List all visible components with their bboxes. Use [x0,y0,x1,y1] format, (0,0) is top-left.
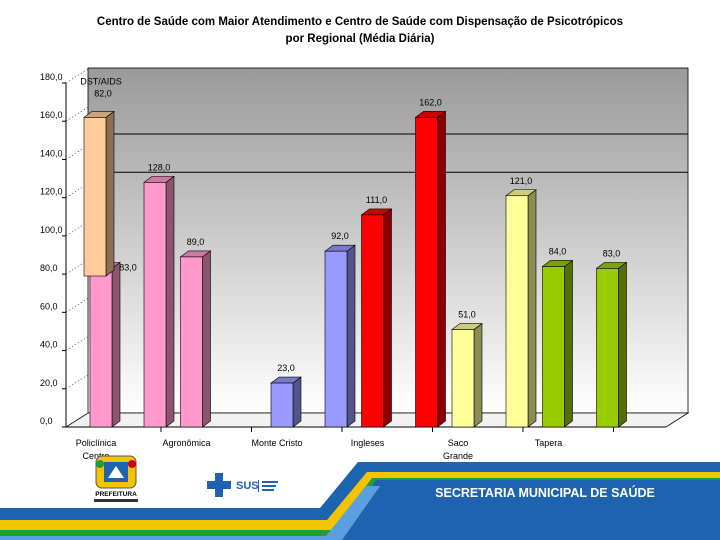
y-gridline [65,412,89,428]
data-label: 83,0 [603,248,621,258]
y-tick-label: 160,0 [40,110,63,120]
y-tick-label: 80,0 [40,263,58,273]
bar [414,110,447,428]
sus-logo: SUS [207,473,278,497]
bar [541,259,574,428]
y-tick-label: 140,0 [40,148,63,158]
bar-front [415,117,438,428]
sus-label: SUS [236,480,259,492]
y-gridline [65,298,89,313]
data-label: 92,0 [331,231,349,241]
footer-stripe-light [0,486,380,540]
data-label: 51,0 [458,310,476,320]
bar [360,208,393,428]
y-gridline [65,374,89,390]
y-gridline [65,106,89,122]
bar-front [270,382,294,428]
data-label: 84,0 [549,246,567,256]
footer-stripe-blue [0,462,720,520]
bar-front [542,266,565,428]
y-tick-label: 120,0 [40,187,63,197]
y-axis: 0,0 20,0 40,0 60,0 80,0 100,0 120,0 140,0 160,0 1… [40,68,89,428]
x-tick-label: Saco [448,438,469,448]
bar-side [202,250,211,428]
bar-front [324,250,348,428]
x-tick-label: Agronômica [162,438,210,448]
data-label: 89,0 [187,237,205,247]
data-label: 23,0 [277,363,295,373]
chart-title-line-2: por Regional (Média Diária) [285,33,435,45]
bar-front [505,195,529,428]
bar [270,376,302,428]
x-tick-label: Tapera [535,438,563,448]
bar [451,322,483,428]
bar [505,189,537,428]
y-tick-label: 20,0 [40,378,58,388]
x-tick-label: Ingleses [351,438,385,448]
y-gridline [65,336,89,351]
y-tick-label: 40,0 [40,340,58,350]
data-label: 111,0 [366,195,387,205]
x-tick-label: Grande [443,451,473,461]
data-label: 121,0 [510,176,533,186]
bar-annotation: DST/AIDS [80,76,122,86]
footer-banner-text: SECRETARIA MUNICIPAL DE SAÚDE [435,485,655,500]
bar [143,175,175,428]
bar-front [451,329,475,428]
y-tick-label: 60,0 [40,301,58,311]
bar [324,244,356,428]
x-tick-label: Policlínica [76,438,117,448]
bar [89,261,121,428]
y-tick-label: 100,0 [40,225,63,235]
bar-side [618,261,627,428]
x-tick-label: Centro [82,451,109,461]
bar-side [383,208,392,428]
bar-side [346,244,356,428]
bar-side [111,261,121,428]
bar-front [143,182,167,428]
y-tick-label: 0,0 [40,416,53,426]
x-tick-label: Monte Cristo [251,438,302,448]
data-label: 162,0 [419,97,442,107]
y-tick-label: 180,0 [40,72,63,82]
bar-side [105,110,115,277]
prefeitura-label: PREFEITURA [95,491,137,498]
bar-side [527,189,537,428]
bar-front [83,117,107,277]
bar-side [564,259,573,428]
bar-front [89,268,113,428]
bar-side [292,376,302,428]
data-label: 128,0 [148,162,171,172]
y-gridline [65,68,89,84]
footer-banner [338,480,720,540]
data-labels: 83,0 128,0 89,0 23,0 92,0 111,0 162,0 51,0 121,0… [80,76,620,373]
bar [179,250,212,428]
bar-side [165,175,175,428]
chart-title: Centro de Saúde com Maior Atendimento e … [0,14,720,48]
bar [595,261,628,428]
bar-front [361,214,384,428]
bar-side [437,110,446,428]
bar-front [596,268,619,428]
bar-side [473,322,483,428]
bars [83,110,628,428]
bar-chart: 0,0 20,0 40,0 60,0 80,0 100,0 120,0 140,0 160,0 1… [40,67,690,461]
chart-title-line-1: Centro de Saúde com Maior Atendimento e … [96,16,624,28]
data-label: 83,0 [119,262,137,272]
bar [83,110,115,277]
bar-front [180,256,203,428]
data-label: 82,0 [94,88,112,98]
footer-stripe-yellow [0,470,720,530]
x-axis: Policlínica Centro Agronômica Monte Cristo I… [76,427,614,461]
footer-stripe-green [0,476,720,540]
